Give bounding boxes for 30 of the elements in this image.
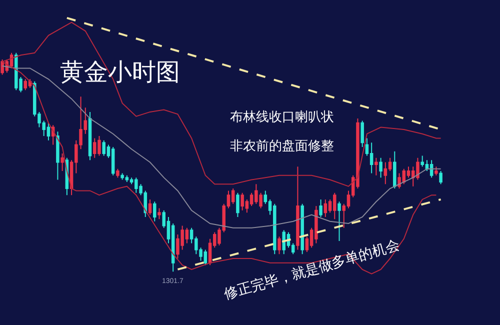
candlestick <box>300 203 304 255</box>
candlestick <box>158 208 161 220</box>
candlestick <box>24 78 28 91</box>
candlestick <box>88 111 92 161</box>
candlestick <box>231 188 235 204</box>
candlestick <box>384 162 388 185</box>
candlestick <box>116 168 120 178</box>
candlestick <box>338 201 341 242</box>
candlestick <box>370 142 374 174</box>
candlestick <box>393 150 396 190</box>
candlestick <box>148 198 152 216</box>
candlestick <box>278 236 281 255</box>
candlestick <box>60 153 64 172</box>
chart-title: 黄金小时图 <box>60 58 180 86</box>
candlestick <box>236 192 240 218</box>
annotation: 布林线收口喇叭状 <box>230 110 334 125</box>
annotation: 修正完毕，就是做多单的机会 <box>222 237 402 303</box>
annotation: 非农前的盘面修整 <box>230 139 334 154</box>
candlestick <box>430 160 434 178</box>
candlestick <box>56 131 60 180</box>
candlestick <box>379 157 382 178</box>
candlestick <box>111 146 115 176</box>
candlestick <box>296 166 300 250</box>
candlestick <box>374 157 378 176</box>
candlestick <box>360 120 364 148</box>
candlestick <box>324 198 328 218</box>
candlestick <box>319 198 322 218</box>
candlestick <box>439 170 442 185</box>
candlestick <box>153 201 156 222</box>
candlestick <box>434 166 438 176</box>
